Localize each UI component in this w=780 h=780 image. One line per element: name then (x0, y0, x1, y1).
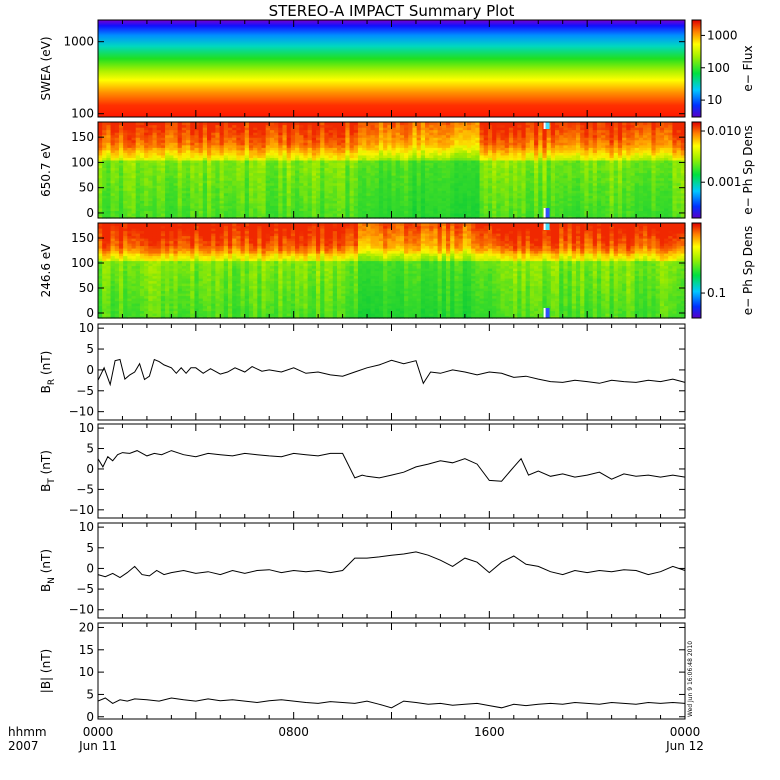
panel-2-colorbar-label: e− Ph Sp Dens (741, 125, 755, 214)
panel-1-colorbar-label: e− Flux (741, 45, 755, 91)
panel-6-ylabel: BN (nT) (39, 549, 57, 592)
panel-7-ytick-label: 15 (79, 643, 94, 657)
panel-4-ytick-label: 10 (79, 321, 94, 335)
panel-4-ytick-label: 5 (86, 342, 94, 356)
data-gap-bottom (545, 208, 550, 218)
panel-6-ytick-label: 5 (86, 541, 94, 555)
data-gap-top (545, 122, 550, 129)
panel-3-colorbar-tick-label: 0.1 (707, 286, 726, 300)
data-gap-top-edge (543, 122, 546, 129)
panel-4-ytick-label: −10 (69, 405, 94, 419)
pitch-angle-spectrogram-246eV (98, 223, 686, 319)
panel-5-ylabel: BT (nT) (39, 450, 57, 492)
panel-7-ytick-label: 0 (86, 710, 94, 724)
panel-6-ytick-label: 0 (86, 561, 94, 575)
time-axis-row1-label: hhmm (8, 725, 47, 739)
panel-2-ytick-label: 0 (86, 206, 94, 220)
data-gap-top (545, 223, 550, 230)
panel-6-ytick-label: 10 (79, 520, 94, 534)
panel-7-ytick-label: 20 (79, 620, 94, 634)
plot-title: STEREO-A IMPACT Summary Plot (269, 2, 515, 20)
panel-2-colorbar (691, 121, 702, 219)
panel-1-colorbar-tick-label: 100 (707, 61, 730, 75)
panel-3-ytick-label: 0 (86, 306, 94, 320)
panel-5-ytick-label: −10 (69, 503, 94, 517)
panel-2-ytick-label: 150 (71, 130, 94, 144)
data-gap-top-edge (543, 223, 546, 230)
panel-1-ytick-label: 100 (71, 107, 94, 121)
panel-5-ytick-label: −5 (76, 482, 94, 496)
panel-4-ylabel: BR (nT) (39, 351, 57, 394)
panel-2-colorbar-tick-label: 0.010 (707, 124, 741, 138)
panel-2-ylabel: 650.7 eV (39, 142, 53, 197)
panel-7-ytick-label: 10 (79, 665, 94, 679)
panel-3-colorbar (691, 222, 702, 319)
panel-4-ytick-label: −5 (76, 384, 94, 398)
time-axis-row2-label: 2007 (8, 739, 39, 753)
panel-6-series-line (97, 551, 686, 579)
time-tick-label: 0800 (278, 725, 309, 739)
time-tick-label: 0000 (670, 725, 701, 739)
panel-3-ylabel: 246.6 eV (39, 243, 53, 298)
panel-7-ylabel: |B| (nT) (39, 649, 53, 693)
pitch-angle-spectrogram-650eV (98, 122, 686, 219)
panel-2-ytick-label: 100 (71, 155, 94, 169)
data-gap-bottom-edge (543, 308, 546, 318)
panel-7-ytick-label: 5 (86, 687, 94, 701)
panel-4-frame (97, 323, 686, 421)
panel-5-frame (97, 423, 686, 519)
data-gap-bottom (545, 308, 550, 318)
panel-7-series-line (97, 697, 686, 709)
date-tick-label: Jun 11 (78, 739, 117, 753)
panel-1-ytick-label: 1000 (63, 35, 94, 49)
panel-3-ytick-label: 50 (79, 281, 94, 295)
panel-1-colorbar-tick-label: 10 (707, 93, 722, 107)
time-tick-label: 1600 (474, 725, 505, 739)
panel-5-ytick-label: 0 (86, 462, 94, 476)
panel-1-colorbar (691, 19, 702, 118)
time-tick-label: 0000 (83, 725, 114, 739)
panel-1-ylabel: SWEA (eV) (39, 36, 53, 100)
panel-5-ytick-label: 5 (86, 442, 94, 456)
panel-5-series-line (97, 450, 686, 482)
panel-2-colorbar-tick-label: 0.001 (707, 175, 741, 189)
panel-3-colorbar-label: e− Ph Sp Dens (741, 226, 755, 315)
data-gap-bottom-edge (543, 208, 546, 218)
swea-spectrogram (98, 20, 685, 117)
date-tick-label: Jun 12 (665, 739, 704, 753)
panel-5-ytick-label: 10 (79, 421, 94, 435)
panel-4-ytick-label: 0 (86, 363, 94, 377)
panel-6-ytick-label: −5 (76, 582, 94, 596)
panel-4-series-line (97, 358, 686, 387)
panel-1-colorbar-tick-label: 1000 (707, 28, 738, 42)
generation-timestamp: Wed Jun 9 16:06:48 2010 (687, 641, 694, 717)
panel-2-ytick-label: 50 (79, 181, 94, 195)
panel-6-ytick-label: −10 (69, 603, 94, 617)
panel-3-ytick-label: 150 (71, 231, 94, 245)
panel-3-ytick-label: 100 (71, 256, 94, 270)
